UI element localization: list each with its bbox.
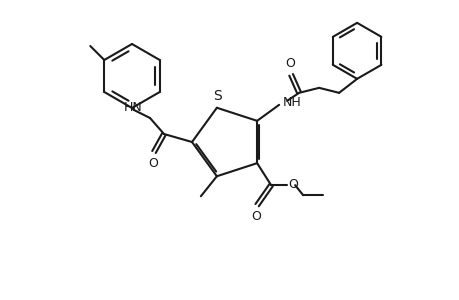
Text: O: O bbox=[285, 57, 294, 70]
Text: O: O bbox=[287, 178, 297, 191]
Text: O: O bbox=[148, 157, 157, 170]
Text: HN: HN bbox=[124, 101, 143, 114]
Text: O: O bbox=[251, 210, 261, 223]
Text: S: S bbox=[213, 89, 222, 103]
Text: NH: NH bbox=[282, 96, 301, 109]
